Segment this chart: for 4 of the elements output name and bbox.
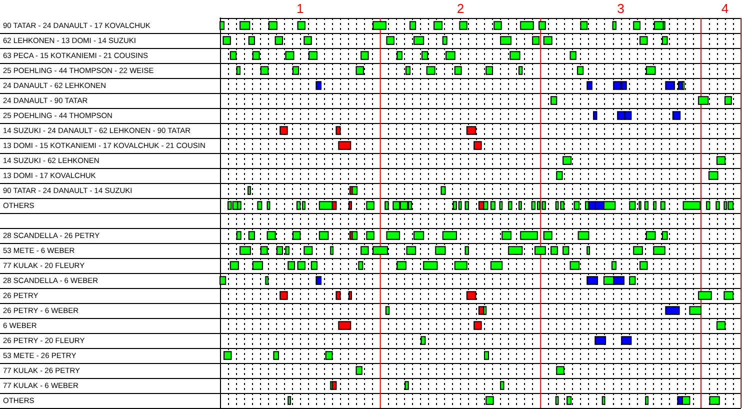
x-tick-label: 3 — [617, 1, 624, 16]
x-tick-label: 1 — [296, 1, 304, 16]
x-tick-label: 2 — [456, 1, 464, 16]
x-tick-label: 4 — [721, 1, 729, 16]
